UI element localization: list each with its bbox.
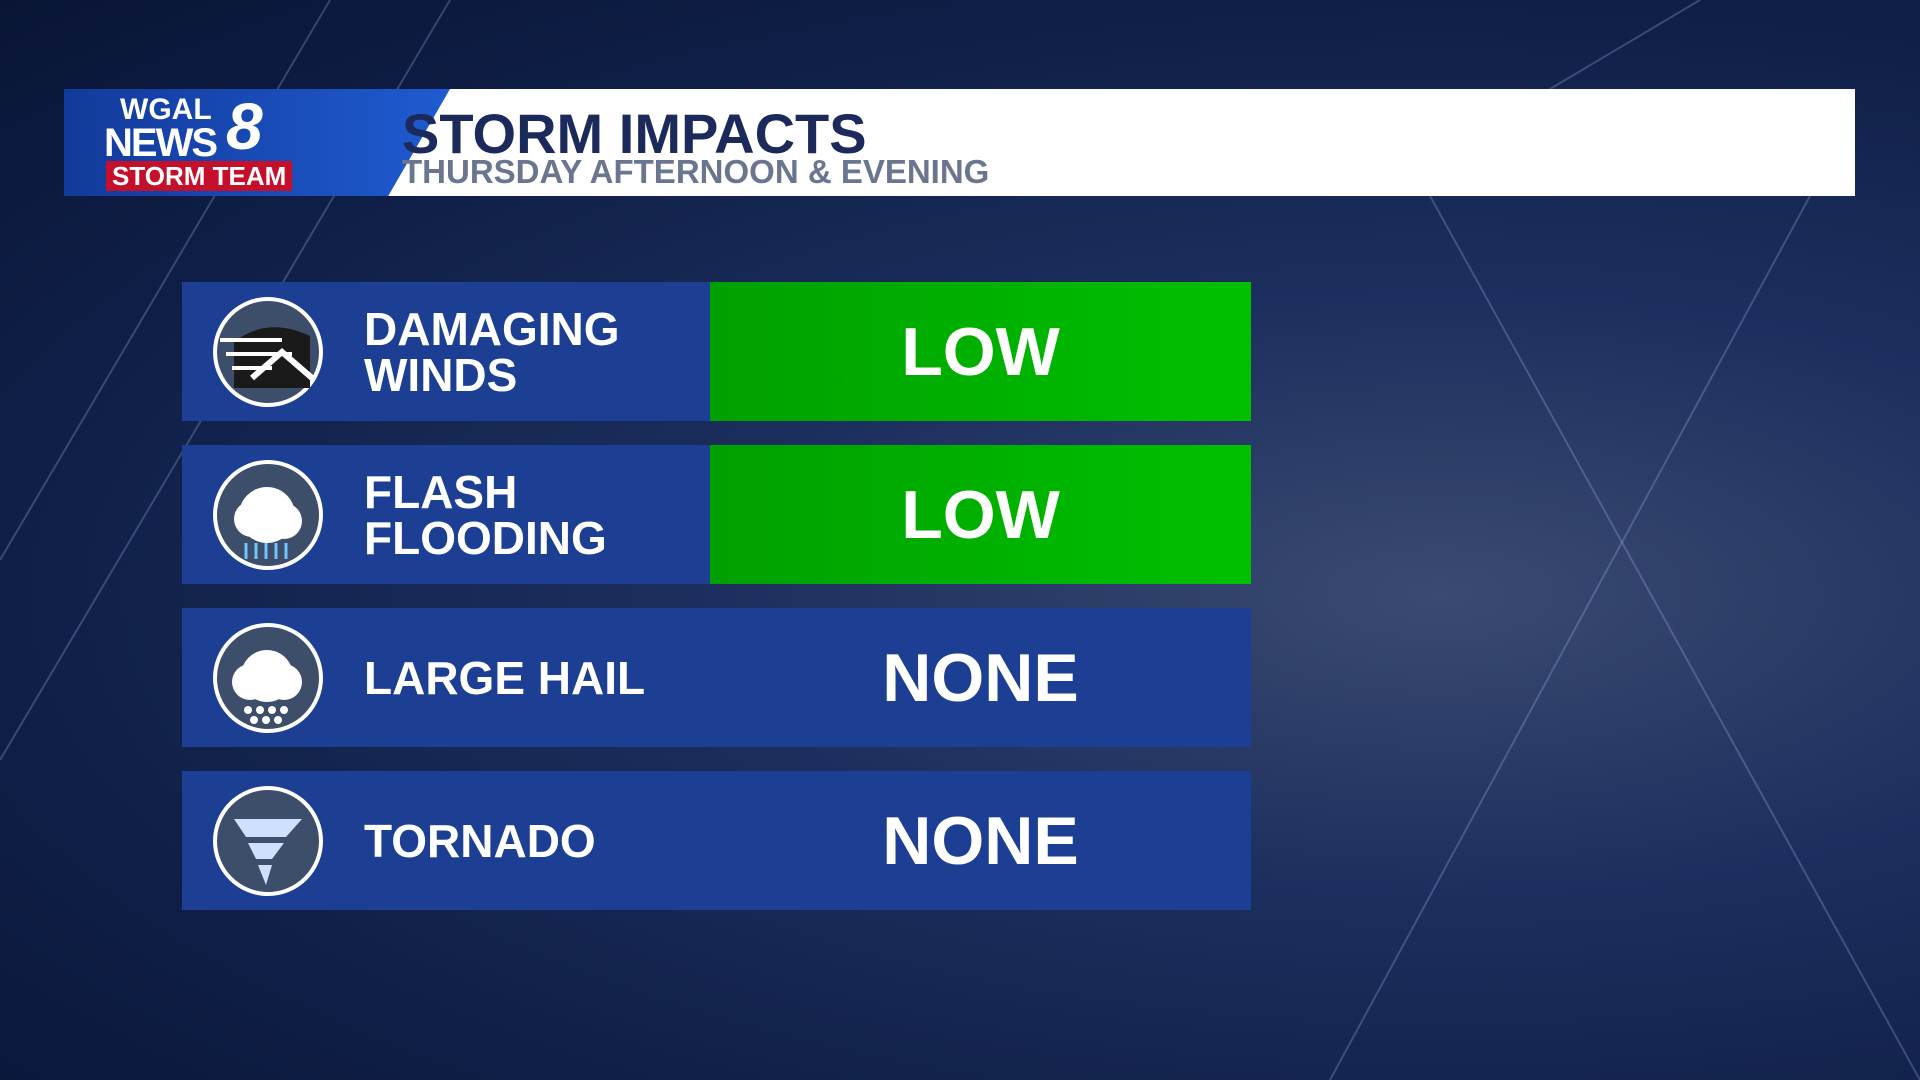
impact-level: NONE — [710, 771, 1251, 910]
label-line: WINDS — [364, 348, 518, 401]
impact-icon — [213, 786, 323, 896]
impact-icon — [213, 460, 323, 570]
logo-line: WGAL — [120, 93, 212, 126]
impact-row: TORNADO NONE — [182, 771, 1251, 910]
header-bar: WGAL NEWS 8 STORM TEAM STORM IMPACTS THU… — [64, 89, 1855, 196]
impact-label: FLASH FLOODING — [364, 445, 607, 584]
impact-label: DAMAGING WINDS — [364, 282, 620, 421]
label-line: FLASH — [364, 465, 518, 518]
label-line: DAMAGING — [364, 302, 620, 355]
title: STORM IMPACTS — [402, 102, 867, 165]
impact-row: FLASH FLOODING LOW — [182, 445, 1251, 584]
label-line: TORNADO — [364, 814, 596, 867]
impact-row: LARGE HAIL NONE — [182, 608, 1251, 747]
impact-level: LOW — [710, 445, 1251, 584]
label-line: LARGE HAIL — [364, 651, 646, 704]
impact-level: LOW — [710, 282, 1251, 421]
logo-number: 8 — [226, 89, 263, 163]
impact-row: DAMAGING WINDS LOW — [182, 282, 1251, 421]
logo-tag: STORM TEAM — [106, 161, 293, 191]
logo: WGAL NEWS 8 STORM TEAM — [64, 89, 450, 196]
impact-icon — [213, 297, 323, 407]
logo-line: NEWS — [104, 121, 218, 165]
label-line: FLOODING — [364, 511, 607, 564]
impact-label: TORNADO — [364, 771, 596, 910]
subtitle: THURSDAY AFTERNOON & EVENING — [402, 153, 990, 190]
impact-icon — [213, 623, 323, 733]
impact-label: LARGE HAIL — [364, 608, 645, 747]
impact-level: NONE — [710, 608, 1251, 747]
